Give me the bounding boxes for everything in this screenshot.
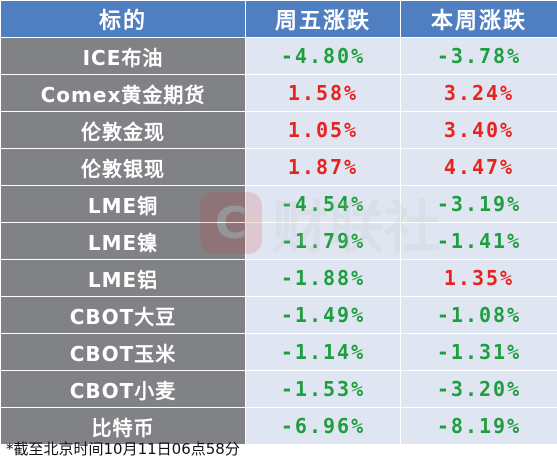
row-friday-change: 1.58% [245, 74, 401, 112]
row-friday-change: 1.87% [245, 148, 401, 186]
table-row: LME铜 -4.54% -3.19% [0, 185, 557, 223]
table-row: ICE布油 -4.80% -3.78% [0, 37, 557, 75]
table-row: LME铝 -1.88% 1.35% [0, 259, 557, 297]
table-header-row: 标的 周五涨跌 本周涨跌 [0, 0, 557, 38]
quotes-table: 标的 周五涨跌 本周涨跌 ICE布油 -4.80% -3.78% Comex黄金… [0, 0, 557, 445]
row-week-change: -3.78% [400, 37, 557, 75]
row-friday-change: 1.05% [245, 111, 401, 149]
row-friday-change: -1.88% [245, 259, 401, 297]
header-name: 标的 [0, 0, 246, 38]
row-friday-change: -1.79% [245, 222, 401, 260]
row-friday-change: -1.49% [245, 296, 401, 334]
header-week-change: 本周涨跌 [400, 0, 557, 38]
row-week-change: 3.24% [400, 74, 557, 112]
row-friday-change: -1.14% [245, 333, 401, 371]
row-name: 伦敦金现 [0, 111, 246, 149]
row-week-change: -3.20% [400, 370, 557, 408]
table-row: CBOT玉米 -1.14% -1.31% [0, 333, 557, 371]
row-week-change: -3.19% [400, 185, 557, 223]
row-friday-change: -4.80% [245, 37, 401, 75]
table-row: LME镍 -1.79% -1.41% [0, 222, 557, 260]
row-name: ICE布油 [0, 37, 246, 75]
row-name: Comex黄金期货 [0, 74, 246, 112]
table-row: 伦敦银现 1.87% 4.47% [0, 148, 557, 186]
row-week-change: -1.41% [400, 222, 557, 260]
footnote: *截至北京时间10月11日06点58分 [6, 440, 240, 458]
row-name: 伦敦银现 [0, 148, 246, 186]
table-row: CBOT大豆 -1.49% -1.08% [0, 296, 557, 334]
row-friday-change: -4.54% [245, 185, 401, 223]
header-friday-change: 周五涨跌 [245, 0, 401, 38]
table-row: CBOT小麦 -1.53% -3.20% [0, 370, 557, 408]
row-friday-change: -6.96% [245, 407, 401, 445]
table-row: Comex黄金期货 1.58% 3.24% [0, 74, 557, 112]
row-name: CBOT小麦 [0, 370, 246, 408]
row-friday-change: -1.53% [245, 370, 401, 408]
row-name: LME铜 [0, 185, 246, 223]
table-row: 伦敦金现 1.05% 3.40% [0, 111, 557, 149]
row-week-change: -1.31% [400, 333, 557, 371]
row-name: CBOT大豆 [0, 296, 246, 334]
quotes-table-container: 标的 周五涨跌 本周涨跌 ICE布油 -4.80% -3.78% Comex黄金… [0, 0, 557, 445]
row-week-change: -8.19% [400, 407, 557, 445]
row-name: CBOT玉米 [0, 333, 246, 371]
table-row: 比特币 -6.96% -8.19% [0, 407, 557, 445]
row-week-change: -1.08% [400, 296, 557, 334]
row-week-change: 3.40% [400, 111, 557, 149]
row-name: LME铝 [0, 259, 246, 297]
row-name: 比特币 [0, 407, 246, 445]
row-week-change: 1.35% [400, 259, 557, 297]
row-name: LME镍 [0, 222, 246, 260]
row-week-change: 4.47% [400, 148, 557, 186]
